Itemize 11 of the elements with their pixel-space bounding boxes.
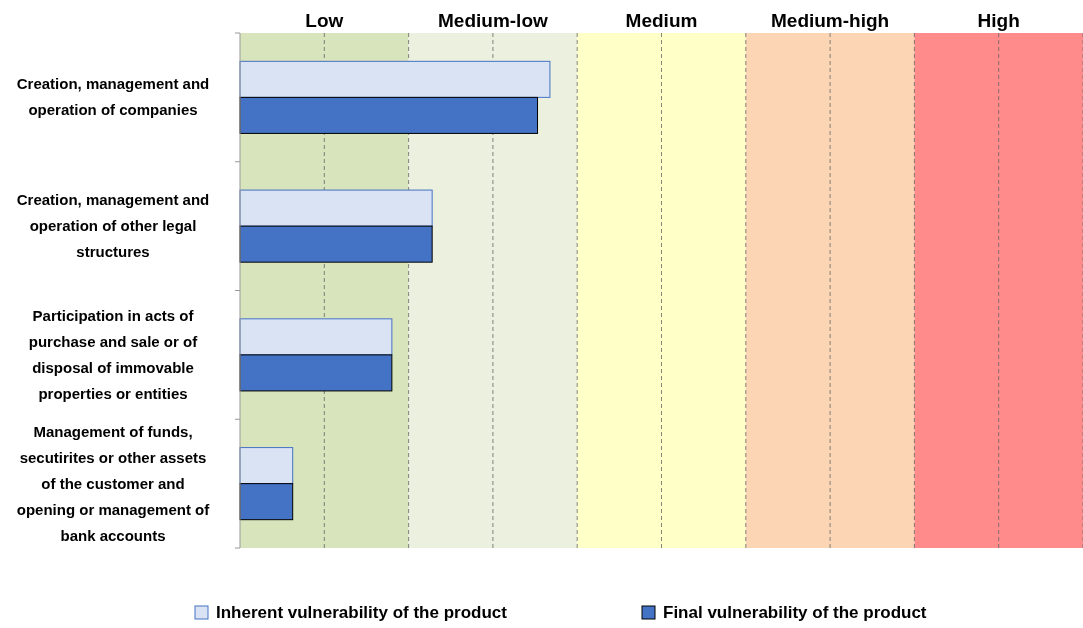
y-tick-label: Participation in acts of purchase and sale or of disposal of immovable properties or entities bbox=[28, 306, 199, 402]
band-label: Medium bbox=[625, 10, 698, 31]
legend-label: Inherent vulnerability of the product bbox=[216, 603, 508, 622]
band-label: Medium-low bbox=[438, 10, 548, 31]
y-tick-label: Management of funds, secutirites or other assets of the customer and opening or management of bank accounts bbox=[16, 422, 211, 544]
y-tick-label: Creation, management and operation of other legal structures bbox=[16, 191, 210, 261]
band-label: High bbox=[977, 10, 1020, 31]
legend-label: Final vulnerability of the product bbox=[663, 603, 927, 622]
band-label: Low bbox=[305, 10, 344, 31]
band-label: Medium-high bbox=[771, 10, 890, 31]
y-tick-label: Creation, management and operation of companies bbox=[16, 75, 210, 119]
